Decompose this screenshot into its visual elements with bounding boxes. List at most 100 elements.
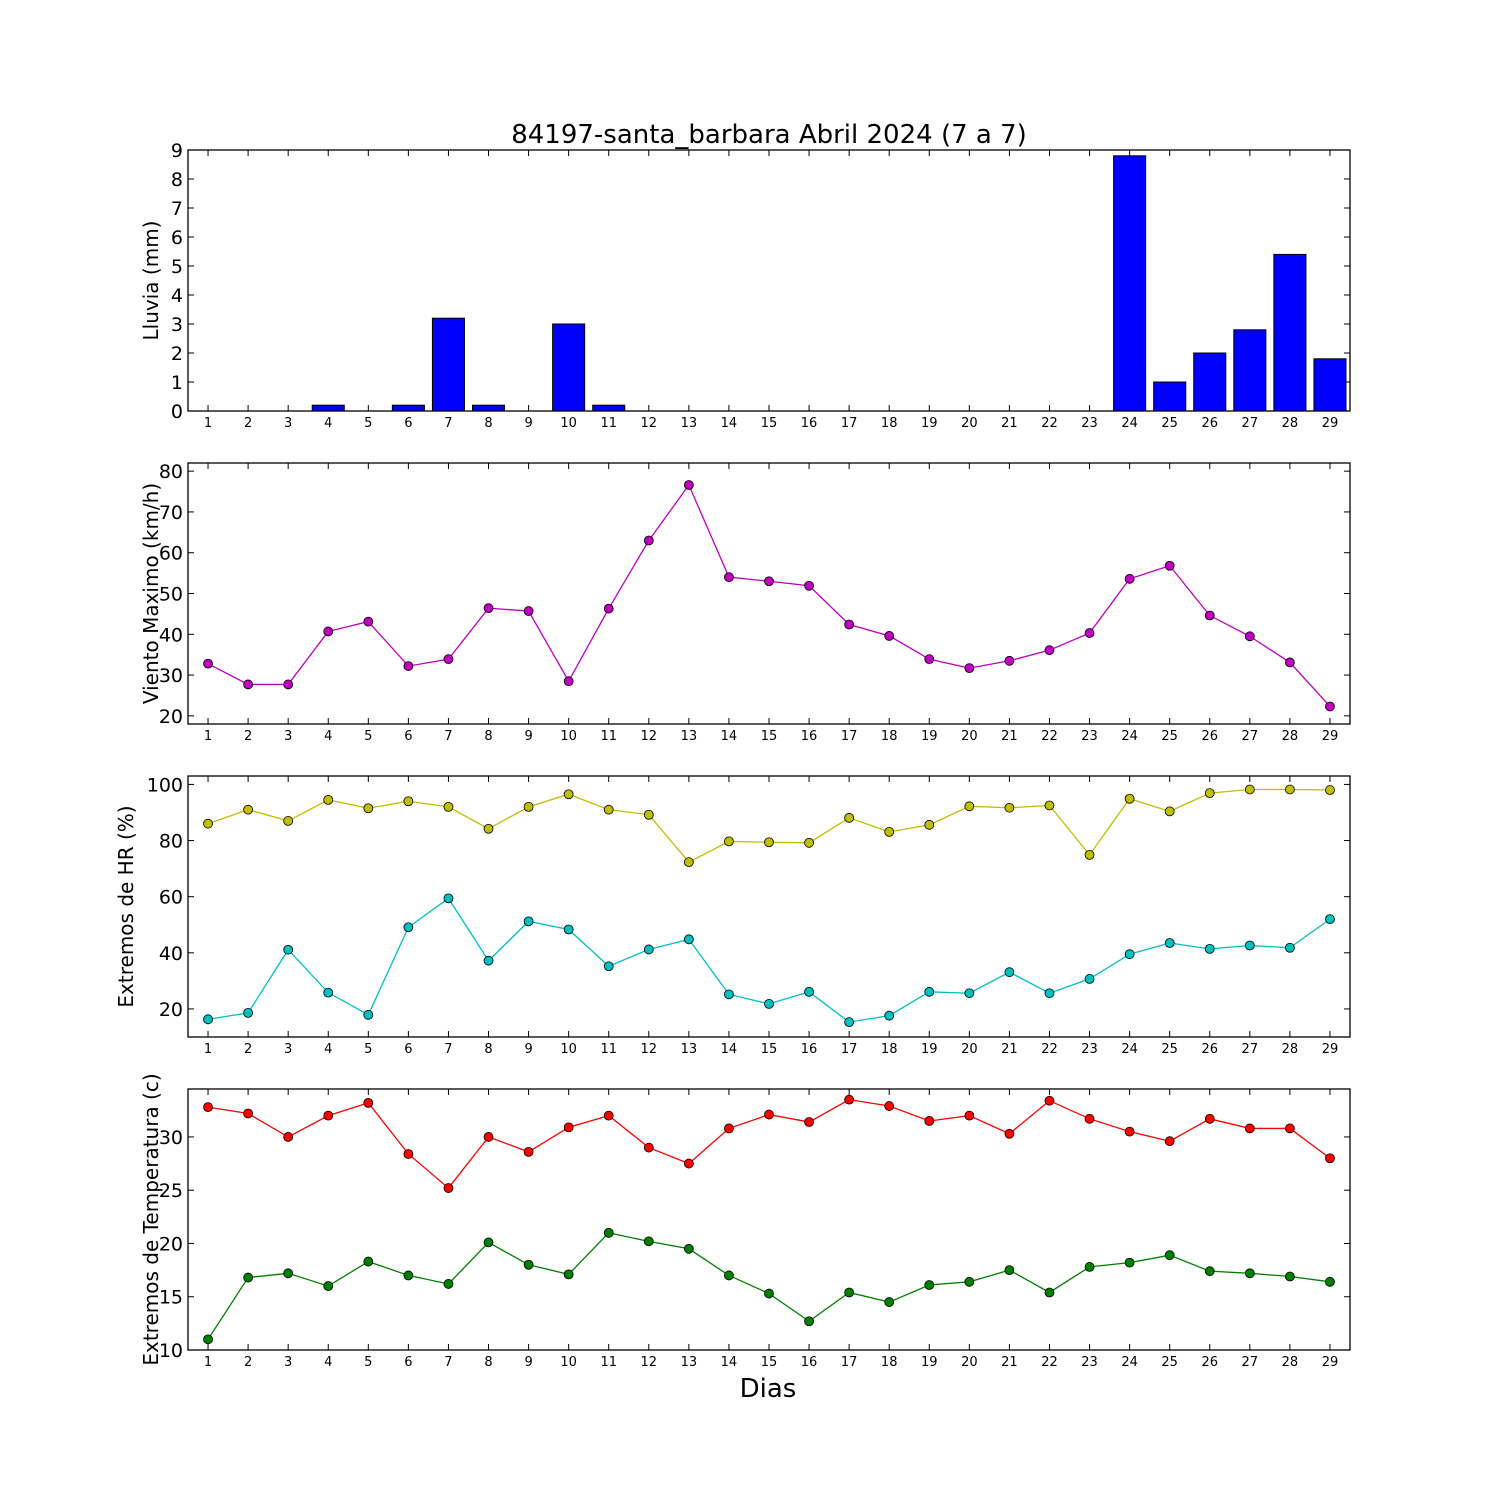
rain-xtick-label: 4: [324, 416, 332, 431]
humidity-xtick-label: 13: [681, 1042, 698, 1057]
temperature-series-1-point: [1284, 1271, 1295, 1282]
humidity-series-1-point: [363, 1009, 374, 1020]
humidity-ytick-label: 100: [147, 774, 183, 796]
temperature-xtick-label: 12: [641, 1355, 658, 1370]
temperature-xtick-label: 16: [801, 1355, 818, 1370]
humidity-series-1-point: [1325, 914, 1335, 925]
temperature-xtick-label: 19: [921, 1355, 938, 1370]
temperature-series-0-point: [1244, 1123, 1255, 1134]
humidity-xtick-label: 24: [1121, 1042, 1138, 1057]
rain-ytick-label: 2: [171, 343, 183, 365]
temperature-xtick-label: 29: [1322, 1355, 1339, 1370]
wind-series-0-point: [924, 654, 935, 665]
rain-xtick-label: 10: [560, 416, 577, 431]
humidity-series-0-point: [523, 801, 534, 812]
chart-title: 84197-santa_barbara Abril 2024 (7 a 7): [511, 120, 1027, 150]
humidity-series-0-point: [1325, 785, 1335, 795]
humidity-series-1-point: [323, 987, 334, 998]
temperature-series-1-point: [1084, 1262, 1095, 1272]
rain-bar: [391, 404, 425, 412]
wind-series-0-point: [724, 572, 734, 583]
wind-series-0-point: [363, 616, 374, 627]
humidity-series-1-point: [203, 1014, 213, 1025]
temperature-xtick-label: 11: [600, 1355, 617, 1370]
wind-xtick-label: 13: [681, 729, 698, 744]
wind-xtick-label: 6: [404, 729, 412, 744]
temperature-series-1-point: [964, 1276, 975, 1287]
humidity-series-0-point: [483, 823, 494, 834]
wind-xtick-label: 15: [761, 729, 778, 744]
humidity-xtick-label: 3: [284, 1042, 292, 1057]
temperature-xtick-label: 3: [284, 1355, 292, 1370]
wind-xtick-label: 7: [444, 729, 452, 744]
temperature-series-0-point: [443, 1183, 454, 1193]
wind-series-0-point: [483, 603, 494, 614]
wind-ytick-label: 80: [159, 461, 183, 483]
rain-ytick-label: 0: [171, 401, 183, 423]
temperature-series-0-point: [363, 1097, 374, 1108]
rain-bar: [1193, 352, 1227, 412]
humidity-xtick-label: 28: [1282, 1042, 1299, 1057]
humidity-series-1-point: [924, 986, 935, 997]
wind-ytick-label: 40: [159, 624, 183, 646]
wind-series-0-point: [523, 606, 534, 616]
temperature-series-0-point: [683, 1158, 694, 1169]
temperature-series-0-point: [884, 1101, 895, 1111]
temperature-series-0-point: [563, 1122, 574, 1133]
wind-xtick-label: 1: [204, 729, 212, 744]
temperature-series-0-point: [1004, 1128, 1015, 1139]
humidity-xtick-label: 4: [324, 1042, 332, 1057]
wind-series-0-point: [283, 679, 294, 690]
wind-xtick-label: 23: [1081, 729, 1098, 744]
wind-xtick-label: 8: [484, 729, 492, 744]
temperature-series-0-point: [1164, 1136, 1175, 1147]
wind-xtick-label: 18: [881, 729, 898, 744]
humidity-series-0-point: [203, 818, 213, 829]
humidity-series-1-point: [603, 961, 614, 972]
temperature-series-0-point: [1204, 1113, 1215, 1124]
wind-xtick-label: 14: [721, 729, 738, 744]
temperature-series-0-point: [764, 1109, 774, 1120]
temperature-series-0-point: [323, 1110, 334, 1121]
temperature-ytick-label: 15: [159, 1287, 183, 1309]
rain-xtick-label: 27: [1242, 416, 1259, 431]
rain-bar: [1153, 381, 1187, 412]
temperature-xtick-label: 9: [524, 1355, 532, 1370]
humidity-series-1-point: [884, 1010, 895, 1021]
rain-xtick-label: 28: [1282, 416, 1299, 431]
wind-ytick-label: 50: [159, 584, 183, 606]
rain-xtick-label: 16: [801, 416, 818, 431]
temperature-xtick-label: 25: [1161, 1355, 1178, 1370]
humidity-series-1-point: [243, 1007, 254, 1018]
humidity-series-0-point: [884, 826, 895, 837]
temperature-xtick-label: 14: [721, 1355, 738, 1370]
humidity-series-1-point: [844, 1017, 855, 1028]
temperature-xtick-label: 7: [444, 1355, 452, 1370]
temperature-series-1-point: [243, 1272, 254, 1283]
humidity-series-0-point: [764, 837, 774, 848]
humidity-series-0-point: [844, 812, 855, 823]
temperature-ytick-label: 25: [159, 1180, 183, 1202]
humidity-series-1-point: [403, 922, 414, 933]
wind-series-0-point: [844, 619, 855, 630]
temperature-xtick-label: 10: [560, 1355, 577, 1370]
temperature-series-1-point: [283, 1268, 294, 1279]
humidity-series-0-point: [603, 804, 614, 815]
temperature-series-1-point: [1244, 1268, 1255, 1279]
wind-plot-area: [187, 462, 1351, 725]
rain-xtick-label: 9: [524, 416, 532, 431]
rain-xtick-label: 20: [961, 416, 978, 431]
humidity-ytick-label: 60: [159, 887, 183, 909]
temperature-series-1-point: [1164, 1250, 1175, 1261]
wind-xtick-label: 29: [1322, 729, 1339, 744]
wind-series-0-point: [1124, 573, 1135, 584]
humidity-series-1-point: [1084, 974, 1095, 984]
temperature-y-axis-label: Extremos de Temperatura (c): [139, 1073, 163, 1365]
temperature-series-1-point: [483, 1237, 494, 1248]
humidity-series-0-point: [724, 836, 734, 847]
wind-series-0-point: [563, 676, 574, 687]
temperature-series-0-point: [724, 1123, 734, 1134]
temperature-series-1-point: [363, 1256, 374, 1267]
